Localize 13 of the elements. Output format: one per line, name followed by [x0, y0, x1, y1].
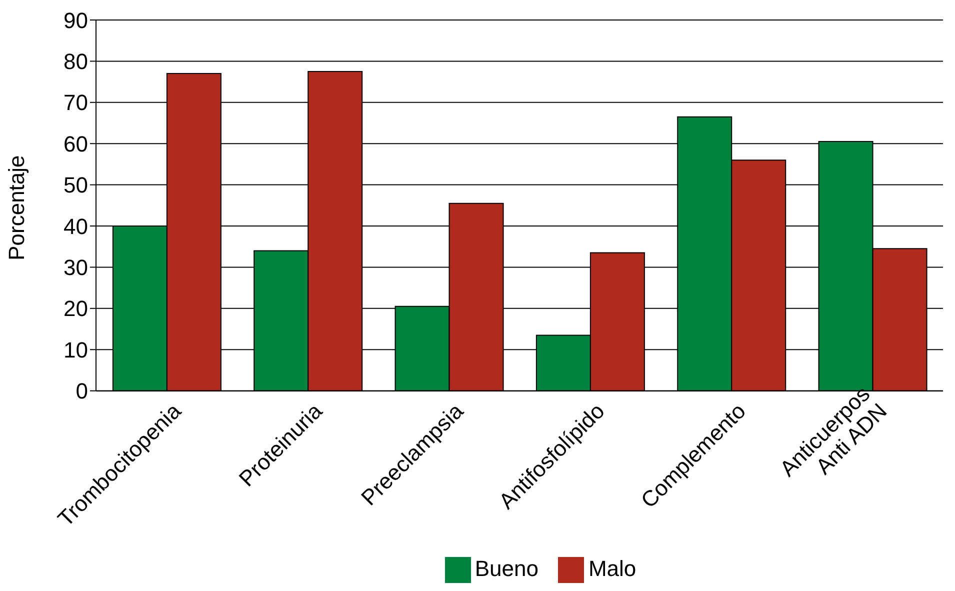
- y-tick-label: 20: [64, 296, 88, 322]
- y-tick-label: 50: [64, 172, 88, 198]
- y-tick-label: 40: [64, 214, 88, 239]
- y-tick-label: 80: [64, 49, 88, 74]
- legend-label: Malo: [588, 556, 636, 581]
- y-tick-label: 60: [64, 131, 88, 156]
- y-tick-label: 90: [64, 8, 88, 33]
- y-axis-title: Porcentaje: [4, 155, 29, 260]
- y-tick-label: 0: [76, 378, 88, 404]
- legend-label: Bueno: [474, 556, 538, 581]
- y-tick-label: 10: [64, 337, 88, 362]
- y-tick-label: 70: [64, 90, 88, 116]
- y-tick-label: 30: [64, 255, 88, 280]
